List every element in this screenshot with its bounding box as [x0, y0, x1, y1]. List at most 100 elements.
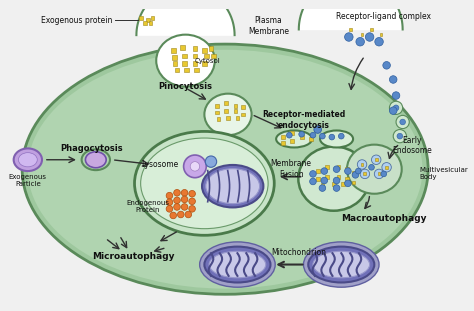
Bar [241, 113, 245, 116]
Text: Lysosome: Lysosome [141, 160, 179, 169]
Bar [192, 61, 197, 66]
Circle shape [329, 134, 335, 140]
Text: Exogenous protein: Exogenous protein [41, 16, 113, 25]
Bar [325, 165, 329, 169]
Bar [316, 177, 319, 180]
Ellipse shape [135, 132, 274, 235]
Bar [204, 53, 209, 58]
Ellipse shape [200, 242, 275, 287]
Bar [226, 116, 230, 120]
Ellipse shape [204, 247, 271, 282]
Text: Receptor-ligand complex: Receptor-ligand complex [336, 12, 431, 21]
Text: Pinocytosis: Pinocytosis [158, 81, 212, 91]
Bar [370, 28, 373, 31]
Ellipse shape [308, 247, 374, 282]
Ellipse shape [156, 35, 215, 86]
Bar [202, 48, 207, 53]
Wedge shape [137, 0, 235, 35]
Bar [241, 105, 245, 109]
Text: Receptor-mediated
endocytosis: Receptor-mediated endocytosis [262, 110, 345, 130]
Bar [184, 68, 189, 72]
Ellipse shape [204, 94, 252, 135]
Circle shape [365, 33, 374, 41]
Ellipse shape [347, 145, 401, 194]
Circle shape [173, 189, 180, 196]
Circle shape [374, 169, 384, 179]
Text: Cytosol: Cytosol [194, 58, 220, 64]
Bar [236, 116, 239, 120]
Bar [172, 55, 176, 60]
Circle shape [360, 169, 370, 179]
Bar [224, 101, 228, 105]
Bar [192, 46, 197, 51]
Ellipse shape [14, 148, 42, 171]
Circle shape [397, 133, 402, 139]
Circle shape [396, 115, 409, 128]
Bar [361, 163, 364, 166]
Bar [202, 61, 207, 66]
Circle shape [319, 185, 326, 191]
Circle shape [392, 92, 400, 99]
Wedge shape [299, 0, 402, 30]
Circle shape [356, 38, 365, 46]
Bar [325, 175, 329, 179]
Circle shape [177, 211, 184, 218]
Bar [171, 48, 175, 53]
Circle shape [356, 168, 361, 174]
Ellipse shape [18, 153, 37, 167]
Circle shape [170, 212, 176, 219]
Bar [194, 68, 199, 72]
Circle shape [310, 132, 316, 138]
Ellipse shape [313, 251, 370, 278]
Circle shape [189, 206, 195, 212]
Ellipse shape [202, 165, 264, 207]
Bar [345, 177, 349, 180]
Ellipse shape [298, 146, 369, 211]
Ellipse shape [28, 50, 422, 289]
Circle shape [310, 171, 316, 177]
Ellipse shape [141, 138, 268, 229]
Bar [341, 183, 345, 186]
Circle shape [310, 178, 316, 185]
Bar [211, 53, 216, 58]
Bar [290, 132, 294, 135]
Bar [316, 169, 319, 173]
Text: Plasma
Membrane: Plasma Membrane [248, 16, 289, 36]
Bar [174, 68, 179, 72]
Circle shape [333, 177, 340, 184]
Bar [378, 173, 381, 175]
Circle shape [314, 126, 321, 133]
Bar [215, 111, 219, 114]
Bar [364, 173, 366, 175]
Bar [151, 16, 155, 20]
Circle shape [183, 155, 206, 178]
Circle shape [372, 155, 381, 165]
Circle shape [393, 130, 406, 143]
Circle shape [286, 132, 292, 138]
Bar [361, 33, 364, 35]
Bar [1, 9, 449, 42]
Circle shape [390, 76, 397, 83]
Circle shape [338, 133, 344, 139]
Ellipse shape [85, 152, 106, 168]
Text: Early
Endosome: Early Endosome [392, 136, 432, 155]
Ellipse shape [303, 242, 379, 287]
Bar [182, 61, 187, 66]
Bar [180, 45, 185, 50]
Bar [375, 158, 378, 161]
Bar [337, 175, 340, 179]
Ellipse shape [276, 131, 312, 147]
Circle shape [190, 162, 200, 171]
Circle shape [181, 196, 188, 203]
Circle shape [369, 165, 374, 170]
Bar [345, 167, 349, 171]
Circle shape [382, 163, 392, 172]
Bar [300, 135, 303, 139]
Circle shape [333, 166, 340, 173]
Bar [209, 46, 213, 51]
Circle shape [319, 133, 325, 139]
Circle shape [321, 177, 328, 184]
Bar [309, 137, 313, 141]
Text: Mitochondrion: Mitochondrion [271, 248, 326, 257]
Circle shape [166, 192, 173, 199]
